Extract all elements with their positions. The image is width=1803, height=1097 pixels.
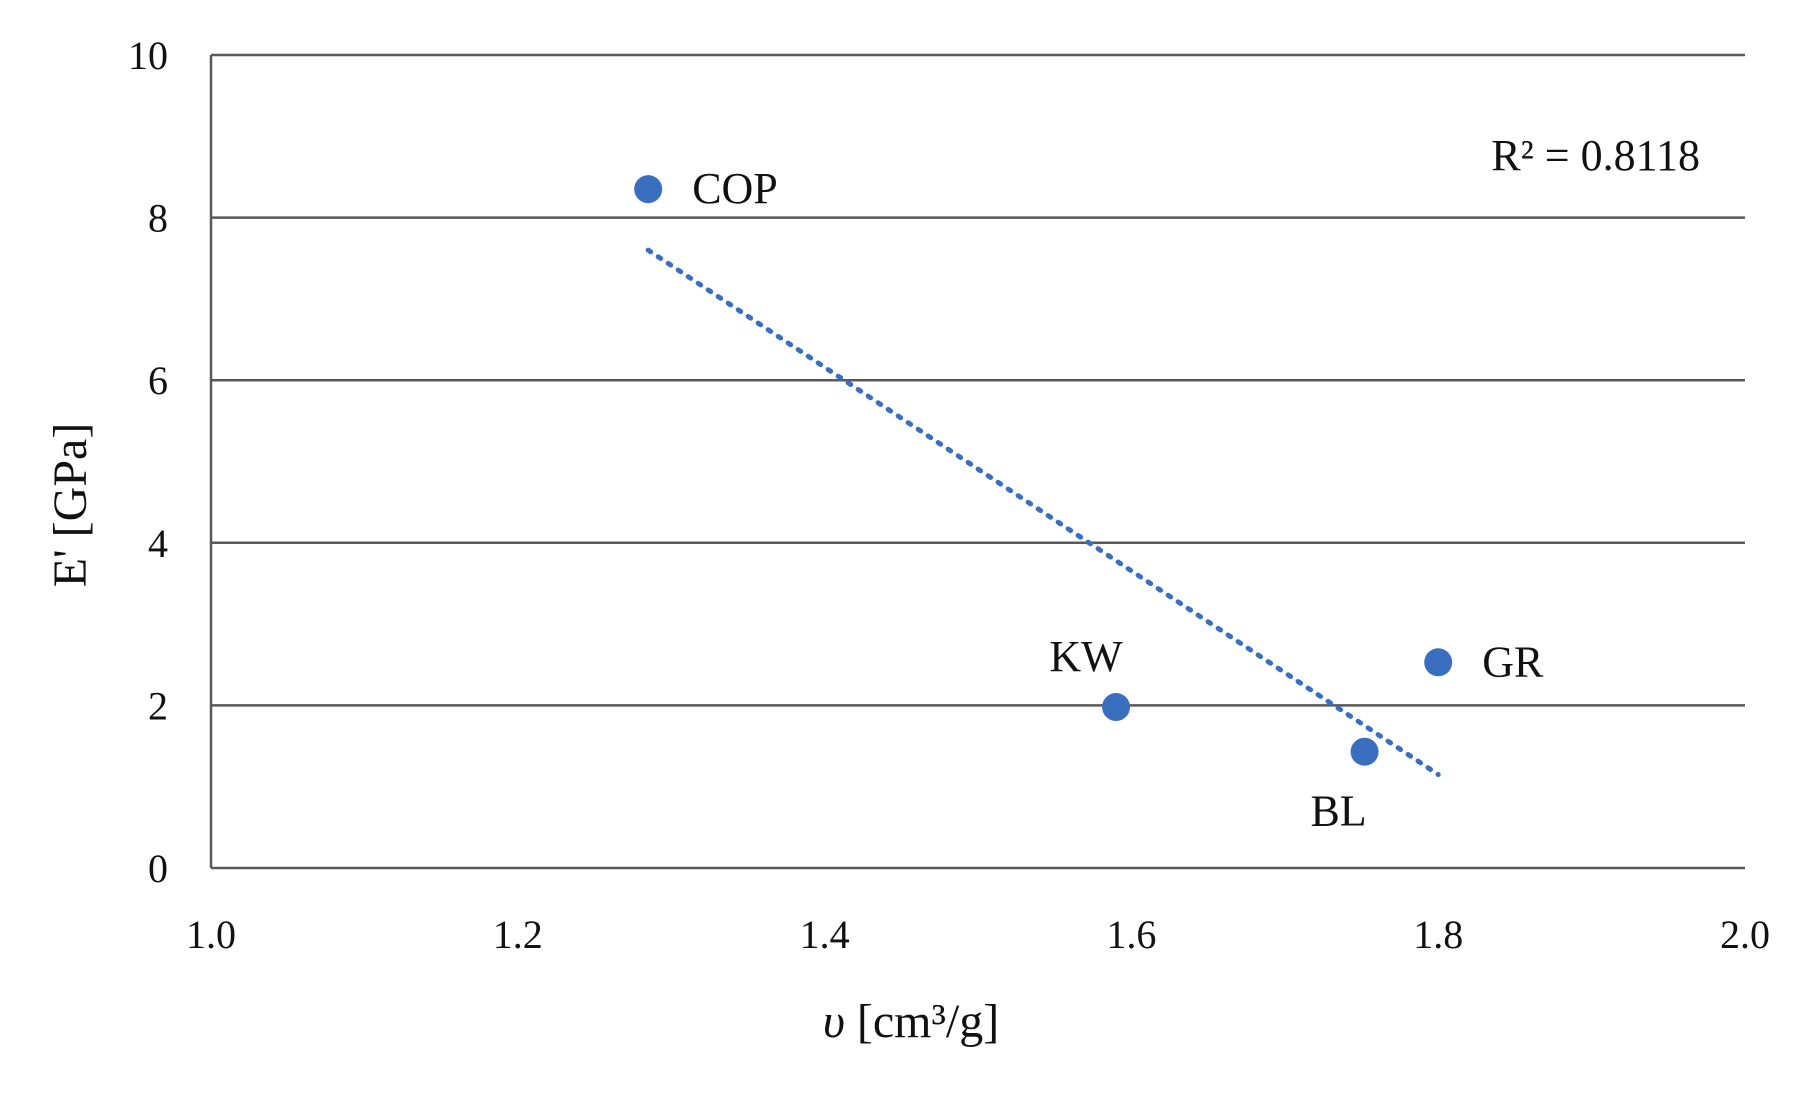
trendline-group — [645, 247, 1441, 778]
point-kw — [1102, 693, 1131, 722]
x-axis-title: υ [cm³/g] — [823, 995, 999, 1048]
x-tick-label: 1.8 — [1413, 912, 1463, 957]
point-labels: COP KW BL GR — [692, 164, 1544, 836]
r-squared-annotation: R² = 0.8118 — [1491, 131, 1700, 180]
point-cop — [634, 175, 663, 204]
y-tick-label: 4 — [148, 521, 168, 566]
point-label-kw: KW — [1049, 632, 1123, 681]
point-gr — [1424, 648, 1453, 677]
y-axis-title: E' [GPa] — [44, 423, 97, 588]
point-label-cop: COP — [692, 164, 778, 213]
x-tick-label: 2.0 — [1720, 912, 1770, 957]
y-tick-label: 6 — [148, 358, 168, 403]
point-label-bl: BL — [1310, 787, 1366, 836]
y-tick-label: 2 — [148, 683, 168, 728]
y-tick-label: 10 — [128, 33, 168, 78]
y-tick-labels: 0 2 4 6 8 10 — [128, 33, 168, 891]
data-points — [634, 175, 1453, 766]
y-tick-label: 8 — [148, 196, 168, 241]
x-tick-label: 1.4 — [800, 912, 850, 957]
y-tick-label: 0 — [148, 846, 168, 891]
x-tick-label: 1.2 — [493, 912, 543, 957]
point-label-gr: GR — [1482, 637, 1544, 686]
grid-lines — [209, 53, 1745, 870]
trendline — [645, 247, 1441, 778]
x-tick-labels: 1.0 1.2 1.4 1.6 1.8 2.0 — [186, 912, 1770, 957]
x-tick-label: 1.0 — [186, 912, 236, 957]
point-bl — [1350, 737, 1379, 766]
x-axis-unit: [cm³/g] — [857, 995, 999, 1048]
x-tick-label: 1.6 — [1106, 912, 1156, 957]
x-axis-symbol: υ — [823, 995, 845, 1048]
